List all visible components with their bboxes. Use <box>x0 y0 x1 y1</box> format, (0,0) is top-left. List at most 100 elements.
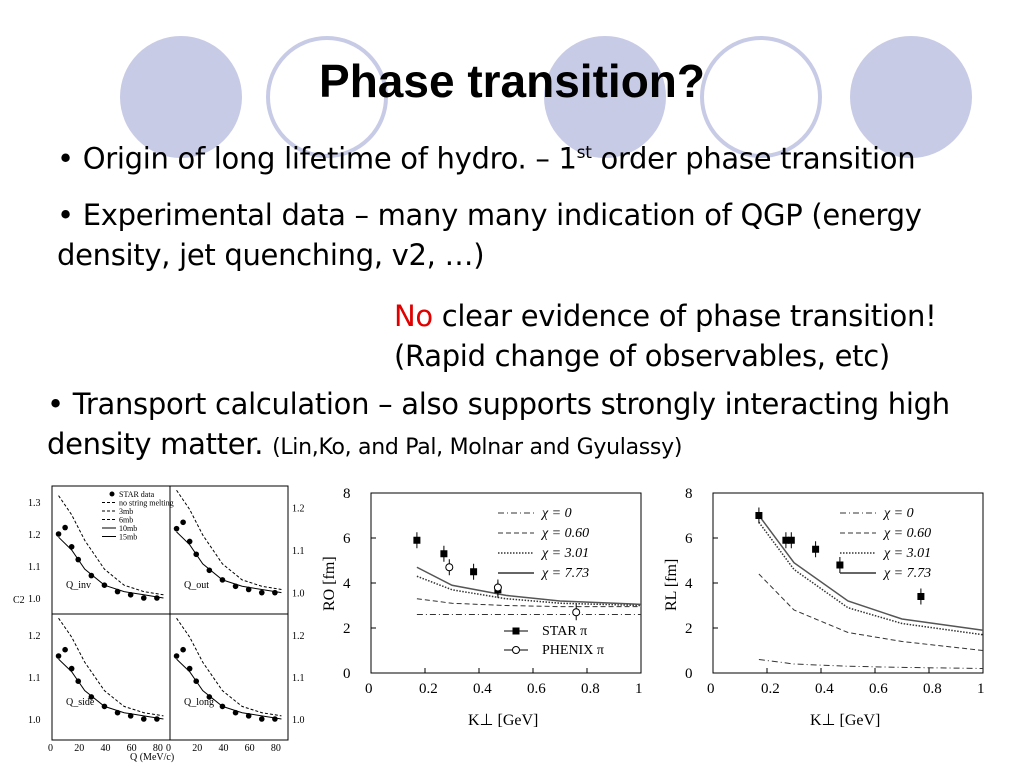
c2-ytick: 1.0 <box>28 715 41 726</box>
ro-xtick: 1 <box>635 681 643 697</box>
no-evidence-note: No clear evidence of phase transition! (… <box>394 296 1014 376</box>
c2-xtick: 80 <box>153 743 163 754</box>
c2-legend-label: 6mb <box>119 516 133 525</box>
ro-point <box>470 568 478 576</box>
c2-legend-label: 3mb <box>119 507 133 516</box>
rl-series-line <box>758 659 984 669</box>
c2-ytick: 1.1 <box>292 673 305 684</box>
c2-xtick: 0 <box>48 743 53 754</box>
ro-legend-label: STAR π <box>542 624 587 639</box>
c2-xtick: 20 <box>74 743 84 754</box>
rl-chart: 0 0.2 0.4 0.6 0.8 1 0 2 4 6 8 χ = 0 χ = 0.60 χ = 3.0… <box>663 486 985 729</box>
ro-xtick: 0.8 <box>581 681 600 697</box>
c2-data-point <box>180 519 186 526</box>
c2-data-point <box>55 531 62 537</box>
c2-data-point <box>272 716 278 722</box>
bullet-marker: • <box>57 141 74 176</box>
rl-series-line <box>758 573 984 651</box>
rl-ytick: 6 <box>685 531 693 547</box>
c2-xtick: 60 <box>127 743 137 754</box>
rl-xtick: 0.4 <box>815 681 834 697</box>
c2-correlation-chart: 1.0 1.1 1.2 1.3 1.0 1.1 1.2 1.0 1.1 1.2 1.0 1.1 1.2 0… <box>13 485 305 763</box>
rl-xlabel: K⊥ [GeV] <box>810 712 880 729</box>
c2-data-point <box>186 665 193 672</box>
rl-point <box>812 545 820 553</box>
c2-xlabel: Q (MeV/c) <box>130 752 174 763</box>
rl-xtick: 0 <box>707 681 715 697</box>
rl-ytick: 4 <box>685 576 693 592</box>
ro-ytick: 2 <box>343 621 351 637</box>
ro-chart: 0 0.2 0.4 0.6 0.8 1 0 2 4 6 8 χ = 0 χ = 0.60 χ = 3.0… <box>321 486 643 729</box>
ro-legend-label: χ = 3.01 <box>540 546 589 561</box>
c2-legend-label: no string melting <box>119 499 174 508</box>
bullet-transport: • Transport calculation – also supports … <box>47 384 1022 468</box>
ro-ytick: 0 <box>343 666 351 682</box>
c2-model-curve <box>176 658 282 720</box>
bullet-text: Transport calculation – also supports st… <box>72 387 950 421</box>
bullet-experimental: • Experimental data – many many indicati… <box>57 195 1017 275</box>
rl-legend-label: χ = 0.60 <box>882 526 931 541</box>
c2-model-curve <box>58 617 164 717</box>
c2-data-point <box>140 716 147 722</box>
rl-series-line <box>758 515 984 631</box>
bullet-marker: • <box>47 387 64 421</box>
ro-series-line <box>416 575 642 607</box>
note-text: clear evidence of phase transition! <box>432 299 937 333</box>
rl-xtick: 0.6 <box>869 681 888 697</box>
ro-ylabel: RO [fm] <box>321 556 338 611</box>
deco-circle-4 <box>700 36 822 158</box>
rl-xtick: 0.2 <box>761 681 780 697</box>
ro-point <box>445 563 454 572</box>
ro-xtick: 0.6 <box>527 681 546 697</box>
rl-legend-label: χ = 3.01 <box>882 546 931 561</box>
bullet-text-cont: density matter. <box>47 427 273 461</box>
c2-data-point <box>88 572 95 579</box>
bullet-text: order phase transition <box>591 141 916 176</box>
ro-xtick: 0.4 <box>473 681 492 697</box>
ro-point <box>440 550 448 558</box>
deco-circle-5 <box>850 36 972 158</box>
c2-legend-marker <box>109 491 115 497</box>
ro-ytick: 4 <box>343 576 351 592</box>
bullet-text: Experimental data – many many indication… <box>82 198 922 232</box>
citation: (Lin,Ko, and Pal, Molnar and Gyulassy) <box>272 435 683 460</box>
ro-point <box>493 583 502 592</box>
ro-legend-label: χ = 0 <box>540 506 572 521</box>
ro-xtick: 0.2 <box>419 681 438 697</box>
ro-xlabel: K⊥ [GeV] <box>468 712 538 729</box>
c2-xtick: 40 <box>100 743 110 754</box>
ro-series-line <box>416 598 641 608</box>
slide-title: Phase transition? <box>319 55 705 107</box>
c2-data-point <box>154 595 160 601</box>
rl-ylabel: RL [fm] <box>663 559 680 611</box>
rl-xtick: 0.8 <box>923 681 942 697</box>
c2-data-point <box>173 525 180 532</box>
c2-data-point <box>154 716 160 722</box>
rl-point <box>787 536 795 544</box>
deco-circle-1 <box>120 36 242 158</box>
rl-point <box>836 561 844 569</box>
panel-label-qinv: Q_inv <box>66 580 91 591</box>
c2-data-point <box>258 589 265 596</box>
rl-ytick: 2 <box>685 621 693 637</box>
c2-ytick: 1.1 <box>292 546 305 557</box>
c2-ytick: 1.2 <box>292 631 305 642</box>
c2-ytick: 1.2 <box>28 530 41 541</box>
c2-ytick: 1.0 <box>292 715 305 726</box>
c2-data-point <box>55 653 62 659</box>
c2-data-point <box>206 567 213 574</box>
c2-model-curve <box>176 531 282 594</box>
c2-data-point <box>272 589 278 596</box>
panel-label-qside: Q_side <box>66 697 95 708</box>
c2-ytick: 1.0 <box>292 589 305 600</box>
panel-label-qlong: Q_long <box>184 697 214 708</box>
c2-xtick: 20 <box>192 743 202 754</box>
ro-legend-label: χ = 7.73 <box>540 566 589 581</box>
c2-ytick: 1.0 <box>28 594 41 605</box>
rl-point <box>755 512 763 519</box>
ro-ytick: 6 <box>343 531 351 547</box>
c2-model-curve <box>58 536 164 599</box>
c2-model-curve <box>176 489 282 590</box>
c2-xtick: 40 <box>218 743 228 754</box>
ro-ytick: 8 <box>343 486 351 502</box>
